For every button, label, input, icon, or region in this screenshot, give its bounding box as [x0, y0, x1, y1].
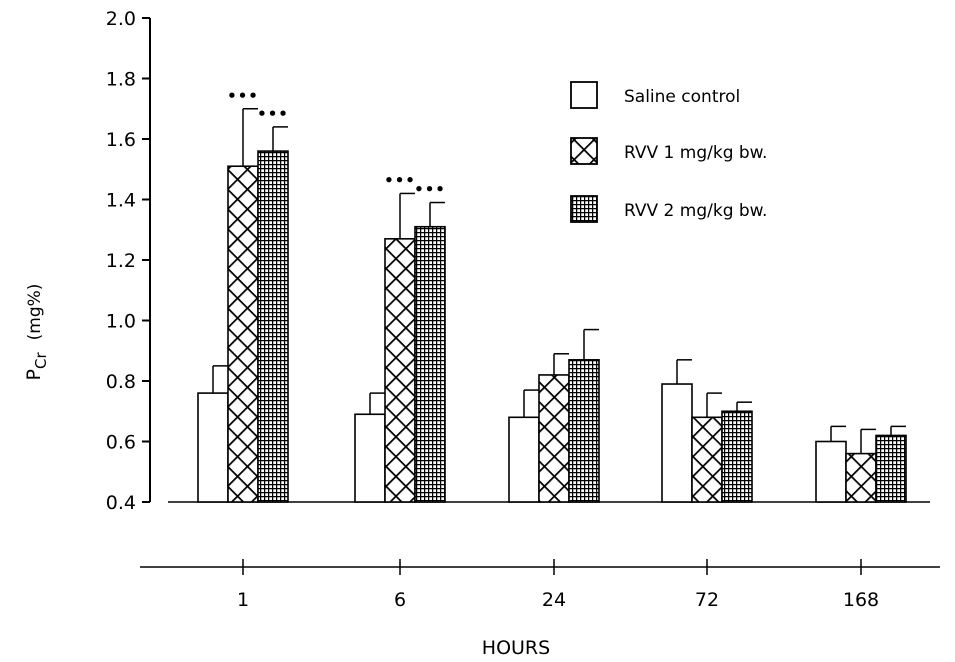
significance-marker: •••	[414, 181, 446, 199]
y-tick-label: 1.0	[106, 311, 136, 333]
y-axis-title-subscript: Cr	[32, 352, 50, 369]
bar	[661, 383, 693, 503]
y-tick-label: 1.6	[106, 129, 136, 151]
significance-marker: •••	[227, 87, 259, 105]
legend: Saline control RVV 1 mg/kg bw. RVV 2 mg/kg…	[570, 81, 767, 223]
bar	[227, 165, 259, 503]
bar	[508, 416, 540, 503]
y-tick-label: 1.8	[106, 69, 136, 91]
y-tick-label: 0.8	[106, 371, 136, 393]
y-axis-title-unit: (mg%)	[25, 284, 45, 341]
significance-marker: •••	[257, 105, 289, 123]
legend-swatch	[570, 81, 598, 109]
y-tick-label: 1.2	[106, 250, 136, 272]
y-tick-label: 2.0	[106, 8, 136, 30]
y-axis-title-symbol: P	[23, 369, 45, 380]
legend-label: RVV 1 mg/kg bw.	[624, 143, 767, 163]
bars: ••••••••••••	[168, 87, 930, 503]
bar	[691, 416, 723, 503]
bar	[721, 410, 753, 503]
bar	[384, 238, 416, 503]
bar	[197, 392, 229, 503]
legend-label: Saline control	[624, 87, 740, 107]
bar	[845, 452, 877, 503]
legend-swatch	[570, 195, 598, 223]
x-tick-label: 1	[237, 589, 249, 611]
bar	[815, 440, 847, 503]
y-tick-label: 0.6	[106, 432, 136, 454]
legend-label: RVV 2 mg/kg bw.	[624, 201, 767, 221]
y-axis: 0.4 0.6 0.8 1.0 1.2 1.4 1.6 1.8 2.0	[106, 8, 151, 514]
x-axis-title: HOURS	[482, 637, 550, 659]
y-tick-label: 0.4	[106, 492, 136, 514]
x-tick-label: 168	[843, 589, 879, 611]
bar	[875, 434, 907, 503]
bar	[257, 150, 289, 503]
bar	[354, 413, 386, 503]
bar	[538, 374, 570, 503]
bar	[568, 359, 600, 503]
x-tick-label: 24	[542, 589, 566, 611]
x-tick-label: 6	[394, 589, 406, 611]
bar	[414, 225, 446, 503]
y-tick-label: 1.4	[106, 190, 136, 212]
y-axis-title: PCr (mg%)	[23, 284, 50, 381]
legend-swatch	[570, 137, 598, 165]
x-axis: 1 6 24 72 168	[140, 559, 940, 611]
significance-marker: •••	[384, 171, 416, 189]
x-tick-label: 72	[695, 589, 719, 611]
